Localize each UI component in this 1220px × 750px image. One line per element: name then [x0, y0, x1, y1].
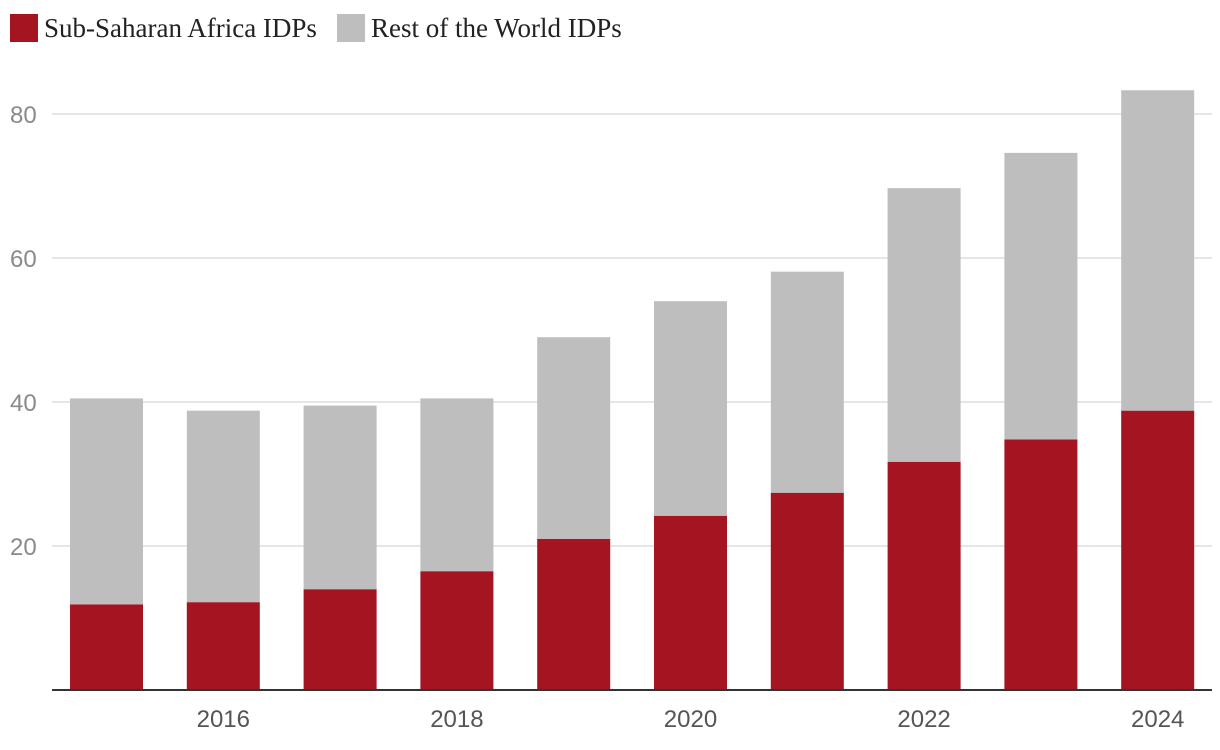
- bar-sub-saharan-africa-idps-2022: [887, 461, 961, 690]
- bar-sub-saharan-africa-idps-2016: [186, 602, 260, 690]
- bar-rest-of-the-world-idps-2019: [537, 337, 611, 539]
- bar-sub-saharan-africa-idps-2018: [420, 571, 494, 690]
- legend-label-sub-saharan-africa: Sub-Saharan Africa IDPs: [44, 12, 317, 43]
- bar-rest-of-the-world-idps-2024: [1121, 90, 1195, 411]
- bar-rest-of-the-world-idps-2018: [420, 398, 494, 572]
- legend-swatch-sub-saharan-africa: [10, 14, 38, 42]
- legend-item-sub-saharan-africa: Sub-Saharan Africa IDPs: [10, 13, 317, 44]
- legend: Sub-Saharan Africa IDPs Rest of the Worl…: [10, 10, 622, 46]
- y-tick-label-80: 80: [10, 102, 37, 129]
- legend-swatch-rest-of-world: [336, 14, 365, 42]
- bar-sub-saharan-africa-idps-2024: [1121, 410, 1195, 690]
- y-tick-label-40: 40: [10, 390, 37, 417]
- bar-sub-saharan-africa-idps-2020: [654, 515, 727, 690]
- bar-sub-saharan-africa-idps-2017: [303, 589, 377, 690]
- bars: [70, 90, 1195, 690]
- bar-sub-saharan-africa-idps-2015: [70, 604, 143, 690]
- bar-rest-of-the-world-idps-2021: [770, 271, 844, 493]
- bar-sub-saharan-africa-idps-2021: [770, 492, 844, 690]
- x-tick-label-2018: 2018: [430, 706, 483, 733]
- x-tick-label-2022: 2022: [897, 706, 950, 733]
- y-tick-label-20: 20: [10, 534, 37, 561]
- bar-rest-of-the-world-idps-2017: [303, 405, 377, 590]
- x-tick-label-2016: 2016: [197, 706, 250, 733]
- x-tick-label-2024: 2024: [1131, 706, 1184, 733]
- bar-rest-of-the-world-idps-2015: [70, 398, 143, 605]
- bar-sub-saharan-africa-idps-2023: [1004, 439, 1078, 690]
- x-tick-label-2020: 2020: [664, 706, 717, 733]
- bar-rest-of-the-world-idps-2016: [186, 410, 260, 603]
- tick-labels: 20 40 60 80 2016 2018 2020 2022 2024: [10, 102, 1184, 733]
- bar-sub-saharan-africa-idps-2019: [537, 538, 611, 690]
- bar-rest-of-the-world-idps-2022: [887, 188, 961, 462]
- legend-item-rest-of-world: Rest of the World IDPs: [336, 12, 622, 44]
- legend-label-rest-of-world: Rest of the World IDPs: [370, 12, 622, 43]
- y-tick-label-60: 60: [10, 246, 37, 273]
- bar-rest-of-the-world-idps-2023: [1004, 152, 1078, 440]
- bar-rest-of-the-world-idps-2020: [654, 301, 727, 516]
